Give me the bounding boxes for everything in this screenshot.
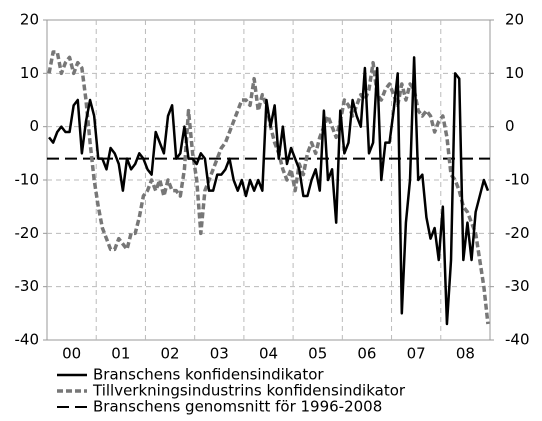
y2-tick-label: 0 bbox=[505, 117, 515, 135]
y2-tick-label: -20 bbox=[505, 224, 530, 242]
y2-tick-label: 20 bbox=[505, 11, 524, 29]
legend-label: Branschens konfidensindikator bbox=[93, 366, 324, 384]
y2-tick-label: -40 bbox=[505, 331, 530, 349]
x-tick-label: 01 bbox=[111, 345, 130, 363]
y-tick-label: -40 bbox=[15, 331, 40, 349]
y-tick-label: 20 bbox=[20, 11, 39, 29]
series-line bbox=[47, 50, 490, 325]
series-line bbox=[48, 56, 490, 326]
y-tick-label: -30 bbox=[15, 277, 40, 295]
x-tick-label: 02 bbox=[161, 345, 180, 363]
x-tick-label: 08 bbox=[456, 345, 475, 363]
y-tick-label: -10 bbox=[15, 171, 40, 189]
x-tick-label: 06 bbox=[357, 345, 376, 363]
y-tick-label: 10 bbox=[20, 64, 39, 82]
x-tick-label: 03 bbox=[210, 345, 229, 363]
x-tick-label: 04 bbox=[259, 345, 278, 363]
y2-tick-label: -30 bbox=[505, 277, 530, 295]
legend-label: Tillverkningsindustrins konfidensindikat… bbox=[92, 382, 406, 400]
x-tick-label: 00 bbox=[62, 345, 81, 363]
y-tick-label: 0 bbox=[29, 117, 39, 135]
x-tick-label: 05 bbox=[308, 345, 327, 363]
legend-label: Branschens genomsnitt för 1996-2008 bbox=[93, 398, 382, 416]
y2-tick-label: 10 bbox=[505, 64, 524, 82]
y-tick-label: -20 bbox=[15, 224, 40, 242]
x-tick-label: 07 bbox=[407, 345, 426, 363]
y2-tick-label: -10 bbox=[505, 171, 530, 189]
